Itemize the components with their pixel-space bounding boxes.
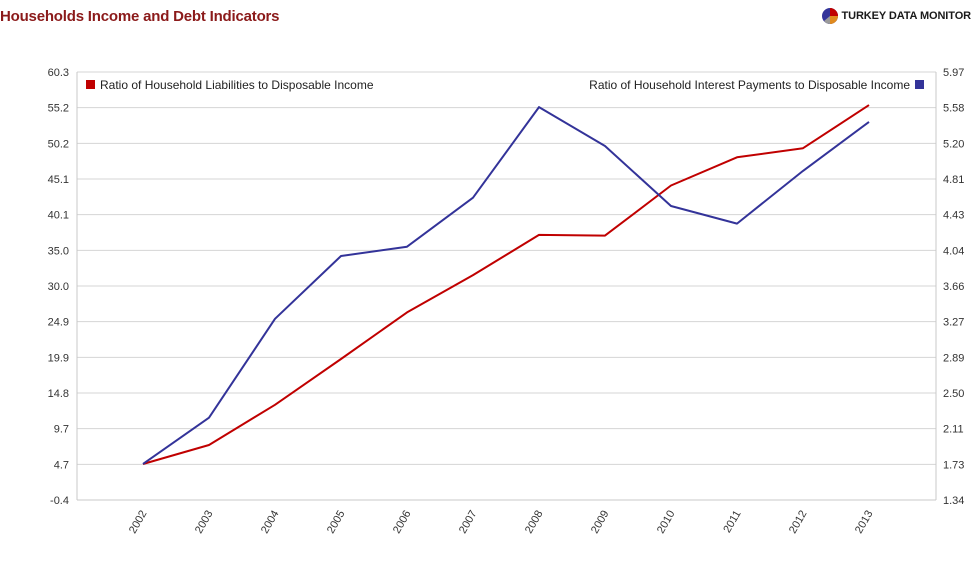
chart-title: Households Income and Debt Indicators [0, 8, 280, 25]
x-tick-label: 2006 [391, 509, 414, 536]
x-tick-label: 2005 [325, 509, 348, 536]
right-tick-label: 4.43 [943, 210, 964, 222]
x-tick-label: 2004 [259, 509, 282, 536]
left-tick-label: 50.2 [48, 138, 69, 150]
left-tick-label: 14.8 [48, 388, 69, 400]
x-tick-label: 2013 [853, 509, 876, 536]
right-tick-label: 2.11 [943, 424, 964, 436]
x-tick-label: 2008 [523, 509, 546, 536]
right-tick-label: 3.27 [943, 317, 964, 329]
pie-logo-icon [821, 8, 838, 24]
left-tick-label: 60.3 [48, 67, 69, 79]
left-tick-label: 30.0 [48, 281, 69, 293]
left-tick-label: 24.9 [48, 317, 69, 329]
x-tick-label: 2009 [589, 509, 612, 536]
left-tick-label: 9.7 [54, 424, 69, 436]
x-tick-label: 2003 [193, 509, 216, 536]
left-tick-label: 19.9 [48, 352, 69, 364]
x-tick-label: 2010 [655, 509, 678, 536]
right-tick-label: 4.04 [943, 245, 964, 257]
legend-label-interest-payments[interactable]: Ratio of Household Interest Payments to … [589, 78, 910, 92]
brand-name: TURKEY DATA MONITOR [841, 10, 972, 22]
right-tick-label: 2.89 [943, 352, 964, 364]
x-tick-label: 2012 [787, 509, 810, 536]
x-tick-label: 2011 [721, 509, 743, 535]
left-tick-label: -0.4 [50, 495, 69, 507]
left-tick-label: 35.0 [48, 245, 69, 257]
right-tick-label: 1.34 [943, 495, 964, 507]
legend-swatch-interest-payments [915, 80, 924, 89]
series-lines [142, 104, 870, 465]
left-tick-label: 4.7 [54, 459, 69, 471]
left-axis: 60.3 55.2 50.2 45.1 40.1 35.0 30.0 24.9 19.9 14.8… [48, 67, 69, 507]
brand-logo: TURKEY DATA MONITOR [821, 7, 972, 25]
right-tick-label: 2.50 [943, 388, 964, 400]
right-axis: 5.97 5.58 5.20 4.81 4.43 4.04 3.66 3.27 2.89 2.50… [943, 67, 964, 507]
right-tick-label: 3.66 [943, 281, 964, 293]
legend-swatch-liabilities [86, 80, 95, 89]
left-tick-label: 55.2 [48, 103, 69, 115]
left-tick-label: 45.1 [48, 174, 69, 186]
left-tick-label: 40.1 [48, 210, 69, 222]
right-tick-label: 4.81 [943, 174, 964, 186]
gridlines [76, 71, 937, 501]
legend-label-liabilities[interactable]: Ratio of Household Liabilities to Dispos… [100, 78, 374, 92]
series-line-interest-payments [142, 106, 870, 465]
x-tick-label: 2007 [457, 509, 480, 536]
right-tick-label: 5.20 [943, 138, 964, 150]
series-line-liabilities [142, 104, 870, 465]
x-axis: 2002 2003 2004 2005 2006 2007 2008 2009 2010 2011… [127, 509, 876, 536]
right-tick-label: 5.97 [943, 67, 964, 79]
right-tick-label: 1.73 [943, 459, 964, 471]
right-tick-label: 5.58 [943, 103, 964, 115]
x-tick-label: 2002 [127, 509, 150, 536]
legend: Ratio of Household Liabilities to Dispos… [86, 78, 924, 92]
